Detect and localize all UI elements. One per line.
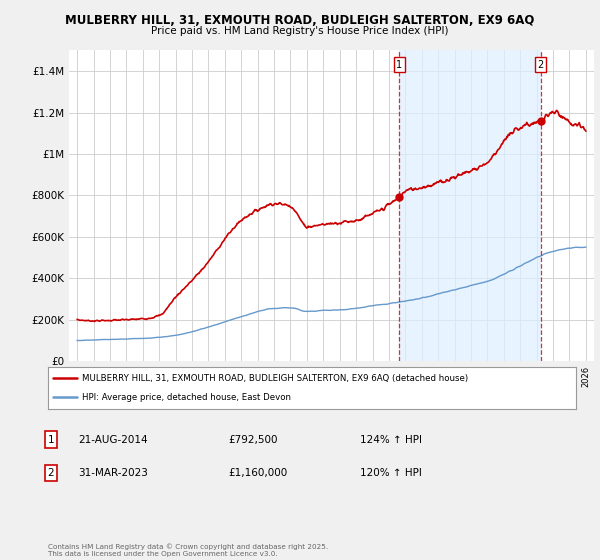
Text: MULBERRY HILL, 31, EXMOUTH ROAD, BUDLEIGH SALTERTON, EX9 6AQ (detached house): MULBERRY HILL, 31, EXMOUTH ROAD, BUDLEIG… [82,374,469,382]
Text: 124% ↑ HPI: 124% ↑ HPI [360,435,422,445]
Bar [400,50,541,361]
Text: MULBERRY HILL, 31, EXMOUTH ROAD, BUDLEIGH SALTERTON, EX9 6AQ: MULBERRY HILL, 31, EXMOUTH ROAD, BUDLEIG… [65,14,535,27]
Text: 1: 1 [397,60,403,70]
Text: Contains HM Land Registry data © Crown copyright and database right 2025.
This d: Contains HM Land Registry data © Crown c… [48,544,328,557]
Text: 2: 2 [538,60,544,70]
Text: £1,160,000: £1,160,000 [228,468,287,478]
Text: 21-AUG-2014: 21-AUG-2014 [78,435,148,445]
Text: 31-MAR-2023: 31-MAR-2023 [78,468,148,478]
Text: £792,500: £792,500 [228,435,277,445]
Text: Price paid vs. HM Land Registry's House Price Index (HPI): Price paid vs. HM Land Registry's House … [151,26,449,36]
Text: 120% ↑ HPI: 120% ↑ HPI [360,468,422,478]
Text: HPI: Average price, detached house, East Devon: HPI: Average price, detached house, East… [82,393,292,402]
Text: 1: 1 [47,435,55,445]
Text: 2: 2 [47,468,55,478]
